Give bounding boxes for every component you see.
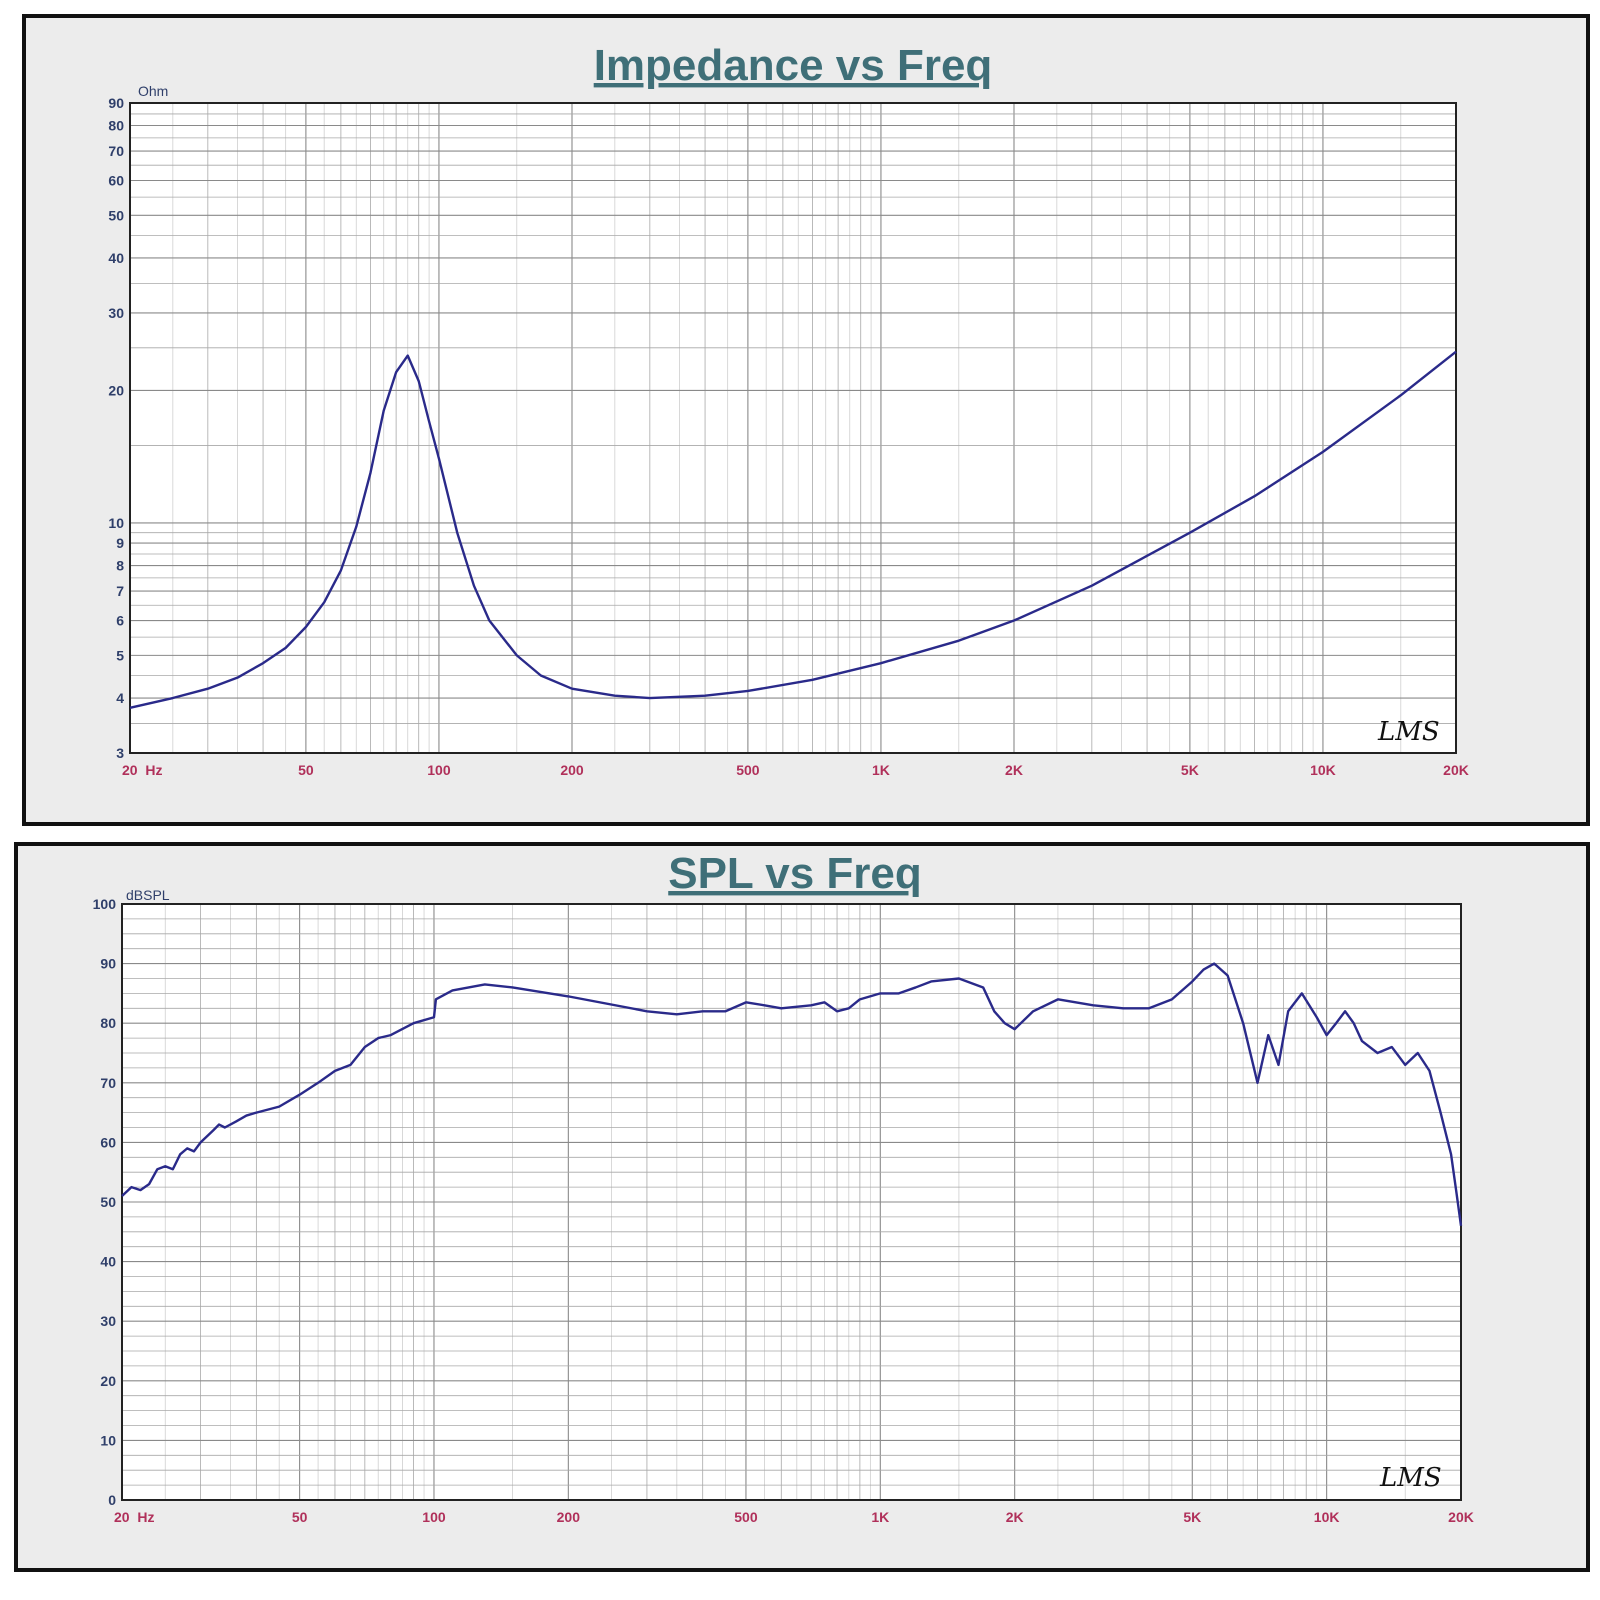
imp-y-tick-label: 20	[108, 382, 124, 398]
spl-chart: SPL vs Freq dBSPL 0 10 20 30 40 50 60 70 80 90 100…	[93, 849, 1474, 1525]
imp-y-tick-label: 80	[108, 118, 124, 134]
spl-y-ticks: 0 10 20 30 40 50 60 70 80 90 100	[93, 896, 117, 1508]
imp-y-tick-label: 8	[116, 558, 124, 574]
imp-y-tick-label: 6	[116, 613, 124, 629]
spl-x-tick-label: 1K	[871, 1509, 889, 1525]
imp-x-tick-label: 500	[736, 762, 760, 778]
spl-y-tick-label: 50	[100, 1194, 116, 1210]
imp-x-tick-label: 20 Hz	[122, 762, 162, 778]
imp-x-tick-label: 5K	[1181, 762, 1199, 778]
spl-x-tick-label: 5K	[1183, 1509, 1201, 1525]
imp-x-tick-label: 100	[427, 762, 451, 778]
spl-x-ticks: 20 Hz 50 100 200 500 1K 2K 5K 10K 20K	[114, 1509, 1474, 1525]
spl-panel: SPL vs Freq dBSPL 0 10 20 30 40 50 60 70 80 90 100…	[14, 842, 1590, 1572]
imp-x-tick-label: 50	[298, 762, 314, 778]
spl-x-tick-label: 200	[557, 1509, 581, 1525]
spl-x-tick-label: 20K	[1448, 1509, 1474, 1525]
imp-y-tick-label: 4	[116, 690, 124, 706]
imp-y-tick-label: 9	[116, 535, 124, 551]
spl-x-tick-label: 500	[734, 1509, 758, 1525]
spl-y-tick-label: 30	[100, 1313, 116, 1329]
impedance-lms-watermark: LMS	[1377, 717, 1440, 747]
impedance-chart-title: Impedance vs Freq	[594, 41, 993, 90]
spl-y-tick-label: 10	[100, 1432, 116, 1448]
spl-x-tick-label: 2K	[1006, 1509, 1024, 1525]
spl-y-tick-label: 60	[100, 1134, 116, 1150]
imp-y-tick-label: 3	[116, 745, 124, 761]
imp-y-tick-label: 40	[108, 250, 124, 266]
impedance-panel: Impedance vs Freq Ohm 3 4 5 6 7 8 9 10 20 30 40 50 6…	[22, 14, 1590, 826]
imp-y-tick-label: 30	[108, 305, 124, 321]
spl-y-tick-label: 40	[100, 1254, 116, 1270]
spl-x-tick-label: 10K	[1314, 1509, 1340, 1525]
spl-y-axis-label: dBSPL	[126, 887, 170, 903]
imp-y-tick-label: 50	[108, 207, 124, 223]
impedance-chart: Impedance vs Freq Ohm 3 4 5 6 7 8 9 10 20 30 40 50 6…	[108, 41, 1469, 778]
impedance-curve	[129, 350, 1457, 709]
imp-y-tick-label: 7	[116, 583, 124, 599]
imp-x-tick-label: 1K	[872, 762, 890, 778]
impedance-plot-area	[129, 102, 1457, 754]
impedance-x-ticks: 20 Hz 50 100 200 500 1K 2K 5K 10K 20K	[122, 762, 1469, 778]
spl-y-tick-label: 90	[100, 956, 116, 972]
spl-y-tick-label: 70	[100, 1075, 116, 1091]
imp-frame	[129, 102, 1457, 754]
spl-lms-watermark: LMS	[1379, 1463, 1442, 1493]
spl-y-tick-label: 80	[100, 1015, 116, 1031]
spl-x-tick-label: 50	[292, 1509, 308, 1525]
imp-y-tick-label: 90	[108, 95, 124, 111]
spl-grid	[121, 903, 1462, 1501]
imp-x-tick-label: 200	[560, 762, 584, 778]
spl-curve	[121, 962, 1463, 1227]
imp-y-tick-label: 10	[108, 515, 124, 531]
spl-y-tick-label: 20	[100, 1373, 116, 1389]
impedance-grid	[129, 102, 1457, 754]
imp-x-tick-label: 2K	[1005, 762, 1023, 778]
spl-x-tick-label: 20 Hz	[114, 1509, 154, 1525]
imp-y-tick-label: 70	[108, 143, 124, 159]
imp-x-tick-label: 10K	[1310, 762, 1336, 778]
spl-y-tick-label: 100	[93, 896, 117, 912]
impedance-y-ticks: 3 4 5 6 7 8 9 10 20 30 40 50 60 70 80 90	[108, 95, 124, 761]
imp-y-tick-label: 5	[116, 647, 124, 663]
spl-x-tick-label: 100	[422, 1509, 446, 1525]
spl-y-tick-label: 0	[108, 1492, 116, 1508]
imp-x-tick-label: 20K	[1443, 762, 1469, 778]
impedance-y-axis-label: Ohm	[138, 83, 168, 99]
imp-y-tick-label: 60	[108, 172, 124, 188]
spl-chart-title: SPL vs Freq	[668, 849, 922, 898]
spl-frame	[121, 903, 1462, 1501]
